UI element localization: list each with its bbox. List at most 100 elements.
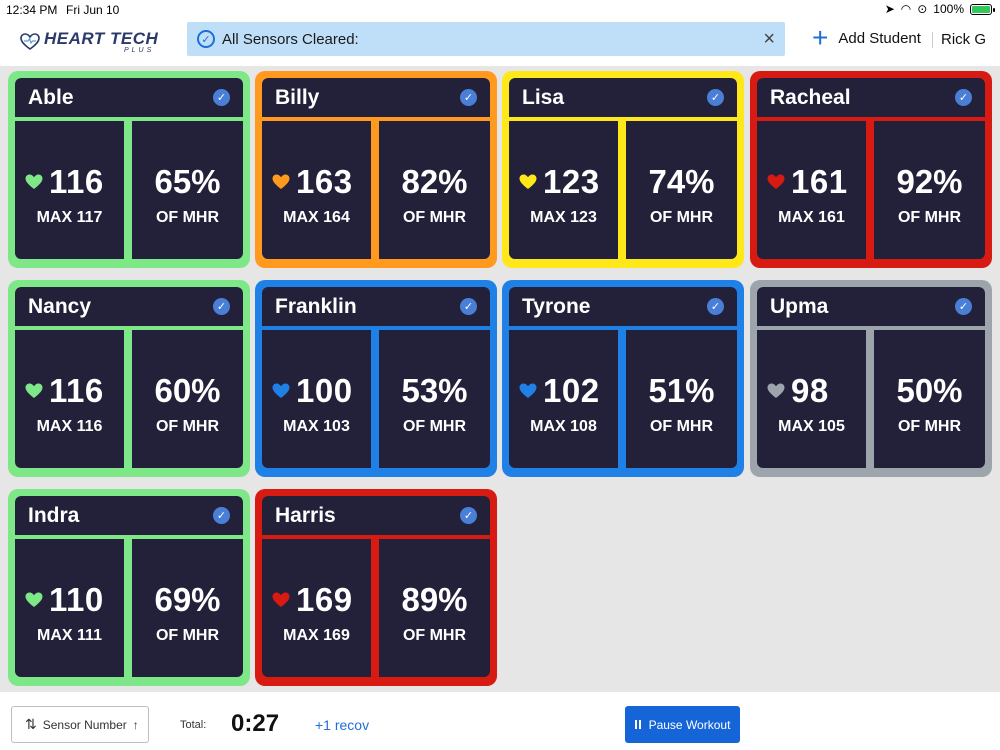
card-name-bar: Upma ✓ [757,287,985,326]
card-name-bar: Able ✓ [15,78,243,117]
mhr-label: OF MHR [402,418,467,435]
student-name: Billy [275,86,320,109]
pause-icon [634,720,641,729]
heart-icon [25,174,43,189]
card-name-bar: Billy ✓ [262,78,490,117]
heart-rate-value: 102 [543,372,600,409]
heart-icon [767,174,785,189]
student-name: Indra [28,504,80,527]
heart-rate-panel: 116 MAX 117 [15,121,124,259]
header-divider [932,32,933,48]
card-name-bar: Racheal ✓ [757,78,985,117]
student-name: Nancy [28,295,92,318]
heart-rate-value: 163 [296,163,353,200]
heart-icon [272,174,290,189]
pause-label: Pause Workout [648,717,731,732]
mhr-panel: 50% OF MHR [874,330,985,468]
mhr-percent: 89% [401,581,468,618]
student-card-lisa[interactable]: Lisa ✓ 123 MAX 123 74% OF MHR [502,71,744,268]
student-card-upma[interactable]: Upma ✓ 98 MAX 105 50% OF MHR [750,280,992,477]
sensor-check-icon: ✓ [955,298,972,315]
sort-arrows-icon: ⇅ [25,716,37,732]
max-heart-rate: MAX 108 [530,418,597,435]
heart-rate-panel: 110 MAX 111 [15,539,124,677]
sensor-check-icon: ✓ [460,298,477,315]
student-name: Tyrone [522,295,591,318]
mhr-percent: 92% [896,163,963,200]
heart-icon [272,383,290,398]
card-inner: Harris ✓ 169 MAX 169 89% OF MHR [262,496,490,679]
mhr-panel: 51% OF MHR [626,330,737,468]
battery-icon [970,3,995,15]
max-heart-rate: MAX 105 [778,418,845,435]
student-card-harris[interactable]: Harris ✓ 169 MAX 169 89% OF MHR [255,489,497,686]
mhr-panel: 53% OF MHR [379,330,490,468]
pause-workout-button[interactable]: Pause Workout [625,706,740,743]
card-inner: Nancy ✓ 116 MAX 116 60% OF MHR [15,287,243,470]
add-student-button[interactable]: + Add Student [812,22,921,53]
heart-icon [25,592,43,607]
bpm-row: 161 [767,163,848,201]
mhr-panel: 60% OF MHR [132,330,243,468]
card-name-bar: Tyrone ✓ [509,287,737,326]
max-heart-rate: MAX 103 [283,418,350,435]
max-heart-rate: MAX 111 [37,627,102,644]
sort-direction-icon: ↑ [132,717,139,732]
check-circle-icon: ✓ [197,30,215,48]
bpm-row: 110 [25,581,104,619]
close-icon[interactable]: × [763,28,775,50]
mhr-label: OF MHR [155,209,220,226]
mhr-panel: 74% OF MHR [626,121,737,259]
card-inner: Lisa ✓ 123 MAX 123 74% OF MHR [509,78,737,261]
student-card-tyrone[interactable]: Tyrone ✓ 102 MAX 108 51% OF MHR [502,280,744,477]
heart-rate-panel: 100 MAX 103 [262,330,371,468]
max-heart-rate: MAX 164 [283,209,350,226]
mhr-panel: 92% OF MHR [874,121,985,259]
student-card-indra[interactable]: Indra ✓ 110 MAX 111 69% OF MHR [8,489,250,686]
heart-icon [519,174,537,189]
max-heart-rate: MAX 117 [36,209,103,226]
plus-icon: + [812,22,829,53]
sensor-status-banner: ✓ All Sensors Cleared: × [187,22,785,56]
sensor-check-icon: ✓ [955,89,972,106]
mhr-panel: 65% OF MHR [132,121,243,259]
student-card-billy[interactable]: Billy ✓ 163 MAX 164 82% OF MHR [255,71,497,268]
mhr-percent: 69% [154,581,221,618]
mhr-label: OF MHR [155,418,220,435]
user-menu[interactable]: Rick G [941,31,986,48]
mhr-label: OF MHR [155,627,220,644]
mhr-label: OF MHR [897,209,962,226]
student-card-nancy[interactable]: Nancy ✓ 116 MAX 116 60% OF MHR [8,280,250,477]
mhr-percent: 50% [896,372,963,409]
card-inner: Billy ✓ 163 MAX 164 82% OF MHR [262,78,490,261]
bpm-row: 116 [25,372,104,410]
app-logo: HEART TECH PLUS [20,30,158,54]
status-icons: ➤ ◠ ⊙ 100% [885,2,995,16]
recovery-link[interactable]: +1 recov [315,717,370,733]
sensor-check-icon: ✓ [460,89,477,106]
app-header: HEART TECH PLUS ✓ All Sensors Cleared: ×… [0,20,1000,66]
max-heart-rate: MAX 116 [36,418,103,435]
student-card-racheal[interactable]: Racheal ✓ 161 MAX 161 92% OF MHR [750,71,992,268]
card-name-bar: Franklin ✓ [262,287,490,326]
student-card-franklin[interactable]: Franklin ✓ 100 MAX 103 53% OF MHR [255,280,497,477]
student-card-able[interactable]: Able ✓ 116 MAX 117 65% OF MHR [8,71,250,268]
mhr-label: OF MHR [649,209,714,226]
heart-rate-value: 123 [543,163,600,200]
sensor-check-icon: ✓ [213,507,230,524]
heart-rate-panel: 123 MAX 123 [509,121,618,259]
card-inner: Tyrone ✓ 102 MAX 108 51% OF MHR [509,287,737,470]
sort-button[interactable]: ⇅ Sensor Number ↑ [11,706,149,743]
mhr-label: OF MHR [897,418,962,435]
logo-text: HEART TECH [44,29,159,48]
student-name: Lisa [522,86,565,109]
bpm-row: 163 [272,163,353,201]
mhr-percent: 53% [401,372,468,409]
heart-rate-value: 110 [49,581,104,618]
heart-rate-panel: 102 MAX 108 [509,330,618,468]
card-inner: Upma ✓ 98 MAX 105 50% OF MHR [757,287,985,470]
mhr-percent: 82% [401,163,468,200]
student-name: Racheal [770,86,851,109]
sensor-check-icon: ✓ [707,89,724,106]
heart-rate-value: 100 [296,372,353,409]
